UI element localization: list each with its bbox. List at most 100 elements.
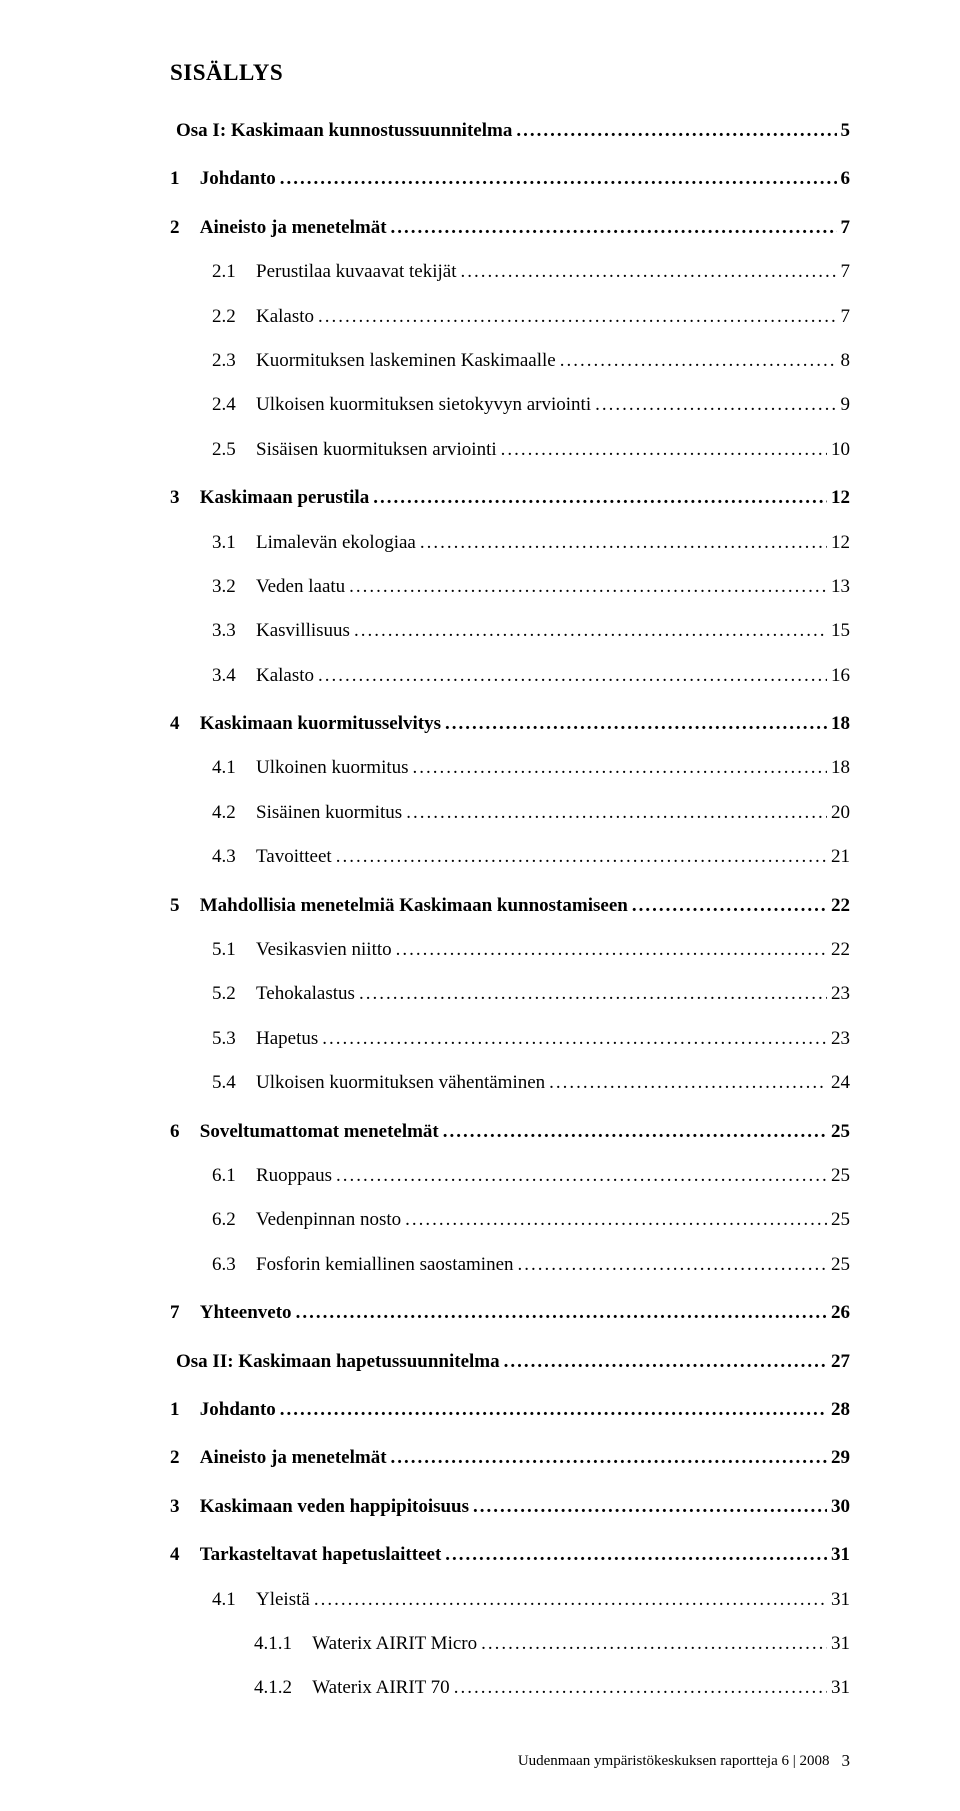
toc-entry: 3 Kaskimaan veden happipitoisuus30: [170, 1492, 850, 1522]
toc-entry-text: Ulkoisen kuormituksen sietokyvyn arvioin…: [256, 390, 591, 420]
toc-entry-page: 31: [831, 1673, 850, 1703]
toc-entry-page: 27: [831, 1347, 850, 1377]
toc-leader-dots: [481, 1629, 827, 1659]
toc-entry-text: Soveltumattomat menetelmät: [200, 1117, 439, 1147]
toc-entry-page: 25: [831, 1117, 850, 1147]
toc-entry-page: 28: [831, 1395, 850, 1425]
toc-entry-text: Mahdollisia menetelmiä Kaskimaan kunnost…: [200, 891, 628, 921]
toc-entry-page: 29: [831, 1443, 850, 1473]
toc-entry: 5.3 Hapetus23: [170, 1024, 850, 1054]
toc-entry-text: Ulkoinen kuormitus: [256, 753, 409, 783]
toc-entry-page: 24: [831, 1068, 850, 1098]
toc-leader-dots: [349, 572, 827, 602]
toc-entry-page: 10: [831, 435, 850, 465]
toc-entry-page: 18: [831, 753, 850, 783]
toc-entry: 4 Kaskimaan kuormitusselvitys18: [170, 709, 850, 739]
toc-entry-number: 2.1: [212, 257, 236, 287]
toc-entry: 3.2 Veden laatu13: [170, 572, 850, 602]
toc-leader-dots: [595, 390, 836, 420]
toc-leader-dots: [516, 116, 836, 146]
toc-entry: 3.3 Kasvillisuus15: [170, 616, 850, 646]
toc-entry-number: 3.2: [212, 572, 236, 602]
toc-entry-number: 4.1: [212, 1585, 236, 1615]
toc-entry: 4.1.1 Waterix AIRIT Micro31: [170, 1629, 850, 1659]
toc-leader-dots: [318, 661, 827, 691]
toc-entry-text: Kalasto: [256, 661, 314, 691]
toc-entry-page: 25: [831, 1205, 850, 1235]
toc-entry-text: Sisäinen kuormitus: [256, 798, 402, 828]
toc-entry-text: Ulkoisen kuormituksen vähentäminen: [256, 1068, 545, 1098]
toc-leader-dots: [632, 891, 827, 921]
toc-entry-number: 5.2: [212, 979, 236, 1009]
toc-entry: 4.1.2 Waterix AIRIT 7031: [170, 1673, 850, 1703]
toc-entry-number: 3.1: [212, 528, 236, 558]
toc-leader-dots: [445, 1540, 827, 1570]
toc-entry-number: 5.3: [212, 1024, 236, 1054]
toc-entry-page: 21: [831, 842, 850, 872]
toc-entry-number: 1: [170, 164, 180, 194]
toc-entry-text: Sisäisen kuormituksen arviointi: [256, 435, 497, 465]
toc-entry-text: Tarkasteltavat hapetuslaitteet: [200, 1540, 442, 1570]
toc-entry-number: 4.1: [212, 753, 236, 783]
toc-title: SISÄLLYS: [170, 60, 850, 86]
toc-entry-text: Kaskimaan kuormitusselvitys: [200, 709, 441, 739]
toc-entry: 1 Johdanto28: [170, 1395, 850, 1425]
toc-leader-dots: [391, 213, 837, 243]
toc-entry-number: 5: [170, 891, 180, 921]
toc-entry-text: Aineisto ja menetelmät: [200, 1443, 387, 1473]
toc-entry-text: Tavoitteet: [256, 842, 332, 872]
toc-entry: 3.1 Limalevän ekologiaa 12: [170, 528, 850, 558]
toc-entry-text: Kalasto: [256, 302, 314, 332]
toc-entry: 6.3 Fosforin kemiallinen saostaminen25: [170, 1250, 850, 1280]
toc-entry-number: 4.1.1: [254, 1629, 292, 1659]
toc-entry-number: 3: [170, 483, 180, 513]
toc-entry-text: Tehokalastus: [256, 979, 355, 1009]
toc-entry-text: Yhteenveto: [200, 1298, 292, 1328]
page-footer: Uudenmaan ympäristökeskuksen raportteja …: [518, 1751, 850, 1771]
toc-entry-number: 5.1: [212, 935, 236, 965]
toc-entry-number: 4: [170, 1540, 180, 1570]
toc-leader-dots: [518, 1250, 827, 1280]
toc-entry: 6.2 Vedenpinnan nosto 25: [170, 1205, 850, 1235]
toc-entry-page: 12: [831, 483, 850, 513]
toc-entry-text: Vedenpinnan nosto: [256, 1205, 401, 1235]
toc-leader-dots: [314, 1585, 827, 1615]
toc-entry: 2.1 Perustilaa kuvaavat tekijät7: [170, 257, 850, 287]
toc-entry-page: 31: [831, 1585, 850, 1615]
toc-entry-number: 2.5: [212, 435, 236, 465]
toc-entry-text: Perustilaa kuvaavat tekijät: [256, 257, 456, 287]
toc-entry-page: 6: [841, 164, 851, 194]
toc-leader-dots: [504, 1347, 827, 1377]
toc-entry-page: 22: [831, 891, 850, 921]
toc-leader-dots: [460, 257, 836, 287]
toc-entry-page: 22: [831, 935, 850, 965]
toc-leader-dots: [322, 1024, 827, 1054]
toc-entry-number: 6.2: [212, 1205, 236, 1235]
toc-entry: 4 Tarkasteltavat hapetuslaitteet 31: [170, 1540, 850, 1570]
toc-leader-dots: [396, 935, 827, 965]
toc-leader-dots: [413, 753, 827, 783]
toc-entry: 4.1 Yleistä31: [170, 1585, 850, 1615]
toc-entry-page: 25: [831, 1250, 850, 1280]
toc-entry-page: 12: [831, 528, 850, 558]
toc-entry-page: 7: [841, 213, 851, 243]
toc-entry: 2.4 Ulkoisen kuormituksen sietokyvyn arv…: [170, 390, 850, 420]
toc-entry: 2 Aineisto ja menetelmät 29: [170, 1443, 850, 1473]
toc-leader-dots: [373, 483, 827, 513]
toc-leader-dots: [405, 1205, 827, 1235]
toc-entry-text: Kaskimaan veden happipitoisuus: [200, 1492, 469, 1522]
toc-entry-number: 1: [170, 1395, 180, 1425]
toc-leader-dots: [318, 302, 836, 332]
toc-list: Osa I: Kaskimaan kunnostussuunnitelma51 …: [170, 116, 850, 1704]
toc-leader-dots: [280, 164, 837, 194]
toc-entry: 2.3 Kuormituksen laskeminen Kaskimaalle8: [170, 346, 850, 376]
toc-entry-number: 2: [170, 1443, 180, 1473]
toc-leader-dots: [549, 1068, 827, 1098]
toc-entry-text: Kaskimaan perustila: [200, 483, 369, 513]
toc-entry-page: 31: [831, 1629, 850, 1659]
toc-leader-dots: [445, 709, 827, 739]
toc-entry-page: 31: [831, 1540, 850, 1570]
toc-entry-text: Limalevän ekologiaa: [256, 528, 416, 558]
toc-entry-page: 9: [841, 390, 851, 420]
toc-entry-number: 2.4: [212, 390, 236, 420]
